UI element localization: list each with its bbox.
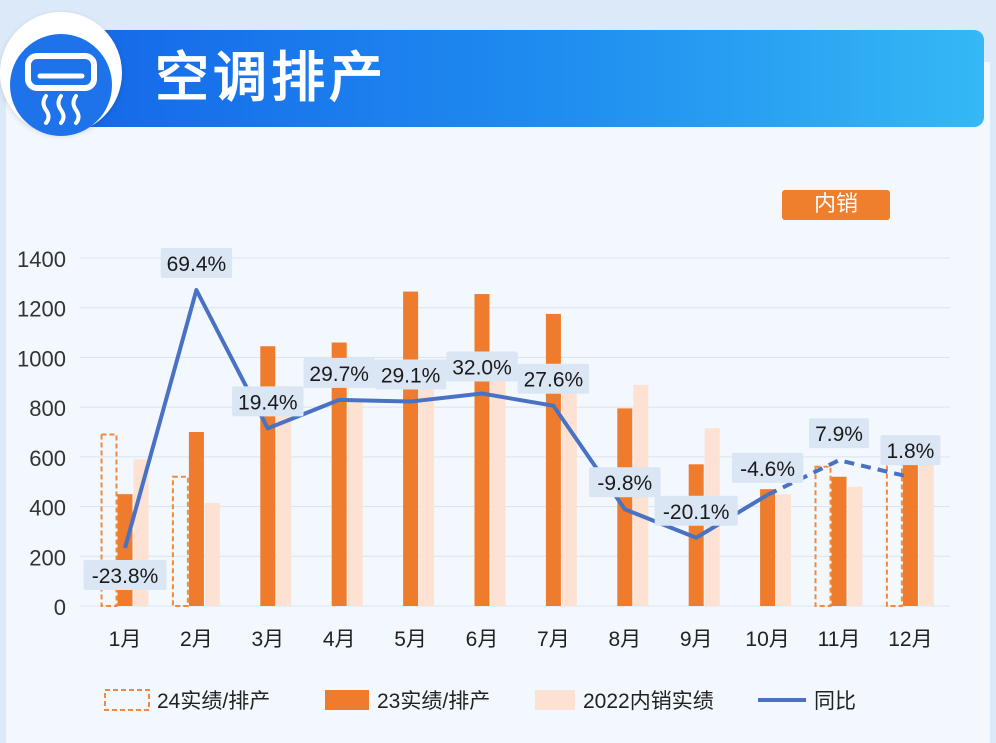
bar-2023 [260,346,276,606]
y-tick-label: 600 [29,446,66,471]
title-banner [40,30,984,127]
x-tick-label: 1月 [109,628,142,651]
legend-swatch-2022 [535,690,575,710]
yoy-data-label: 32.0% [452,357,512,380]
y-tick-label: 200 [29,545,66,570]
y-tick-label: 400 [29,496,66,521]
yoy-data-label: -23.8% [92,565,159,588]
bar-2023 [188,432,204,606]
yoy-label-bg [83,560,167,590]
x-tick-label: 9月 [680,628,713,651]
yoy-data-label: 1.8% [886,440,934,463]
x-tick-label: 11月 [818,628,861,651]
bar-2023 [902,460,918,606]
legend-swatch-2024 [104,689,150,711]
y-tick-label: 800 [29,396,66,421]
yoy-label-bg [517,363,590,394]
badge [0,12,122,136]
yoy-data-label: 27.6% [524,369,584,392]
yoy-label-bg [589,467,661,498]
x-tick-label: 8月 [608,628,641,651]
legend-label: 2022内销实绩 [583,690,714,713]
bar-2023 [545,313,561,606]
yoy-label-bg [446,351,518,382]
bar-2023 [831,476,847,606]
yoy-data-label: 29.7% [309,363,369,386]
legend-swatch-2023 [325,690,369,710]
y-tick-label: 1400 [17,247,66,272]
x-tick-label: 4月 [323,628,356,651]
yoy-label-bg [654,495,738,526]
yoy-data-label: -20.1% [663,501,730,524]
yoy-label-bg [731,452,804,483]
bar-2022 [776,494,792,606]
x-tick-label: 7月 [537,628,570,651]
bar-2022 [847,486,863,606]
yoy-data-label: 69.4% [167,253,227,276]
yoy-label-bg [880,435,941,466]
bar-2024 [171,475,189,607]
legend-label: 23实绩/排产 [377,690,490,713]
yoy-label-bg [809,418,869,449]
bar-2022 [561,373,577,606]
y-tick-label: 1200 [17,297,66,322]
yoy-data-label: -4.6% [740,458,795,481]
yoy-data-label: 7.9% [815,423,863,446]
yoy-data-label: 19.4% [238,391,298,414]
bar-2023 [474,294,490,606]
x-tick-label: 5月 [394,628,427,651]
bar-2024 [814,465,832,607]
x-tick-label: 10月 [745,628,789,651]
yoy-label-bg [303,357,375,388]
bar-2022 [276,386,292,606]
bar-2022 [204,502,220,606]
legend-label: 同比 [814,690,856,713]
yoy-line-forecast [766,458,911,497]
yoy-label-bg [160,248,233,278]
x-tick-label: 3月 [251,628,284,651]
legend-label: 24实绩/排产 [157,690,270,713]
yoy-label-bg [374,359,447,390]
bar-2023 [331,342,347,606]
yoy-data-label: 29.1% [381,365,441,388]
page-title: 空调排产 [155,46,387,109]
bar-2022 [347,399,363,606]
bar-2022 [490,367,506,606]
bar-2024 [885,458,903,608]
yoy-label-bg [232,386,304,417]
domestic-sales-tag: 内销 [782,190,890,220]
x-tick-label: 6月 [466,628,499,651]
y-tick-label: 1000 [17,346,66,371]
bar-2022 [918,464,934,606]
bar-2023 [403,291,419,606]
bar-2023 [760,489,776,606]
x-tick-label: 2月 [180,628,213,651]
bar-2024 [100,433,118,607]
y-tick-label: 0 [54,595,66,620]
air-conditioner-icon [25,53,97,125]
bar-2022 [419,359,435,606]
yoy-data-label: -9.8% [597,472,652,495]
badge-inner [10,34,112,136]
x-tick-label: 12月 [888,628,932,651]
